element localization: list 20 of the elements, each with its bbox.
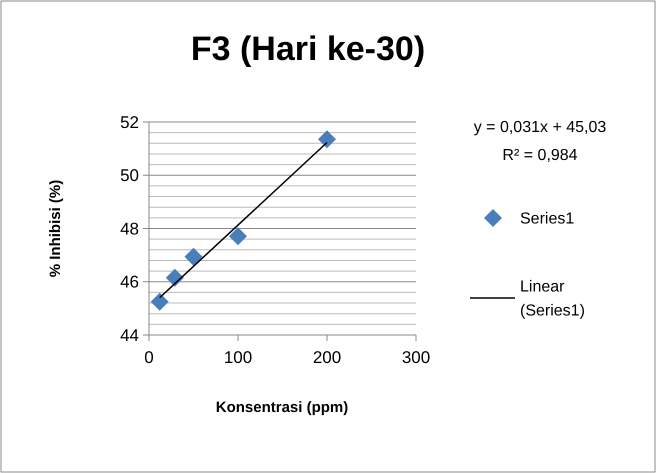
chart-title: F3 (Hari ke-30) [190,30,426,68]
y-tick-label: 48 [120,219,139,238]
y-tick-label: 52 [120,112,139,132]
x-tick-label: 300 [402,348,430,367]
x-tick-label: 100 [224,348,252,367]
x-tick-label: 0 [144,348,154,367]
point [229,227,247,246]
point [150,292,169,311]
text: R² = 0,984 [502,147,578,164]
legend-label: Linear (Series1) [520,278,585,320]
text: y = 0,031x + 45,03 [474,119,606,136]
x-tick-label: 200 [312,348,342,367]
y-tick-label: 46 [120,272,139,292]
y-axis-title: % Inhibisi (%) [47,180,64,278]
x-axis-title: Konsentrasi (ppm) [216,399,348,416]
y-tick-label: 44 [120,326,139,345]
y-tick-label: 50 [120,166,139,186]
point [184,248,202,266]
point [318,130,336,148]
legend-label: Series1 [520,210,574,228]
